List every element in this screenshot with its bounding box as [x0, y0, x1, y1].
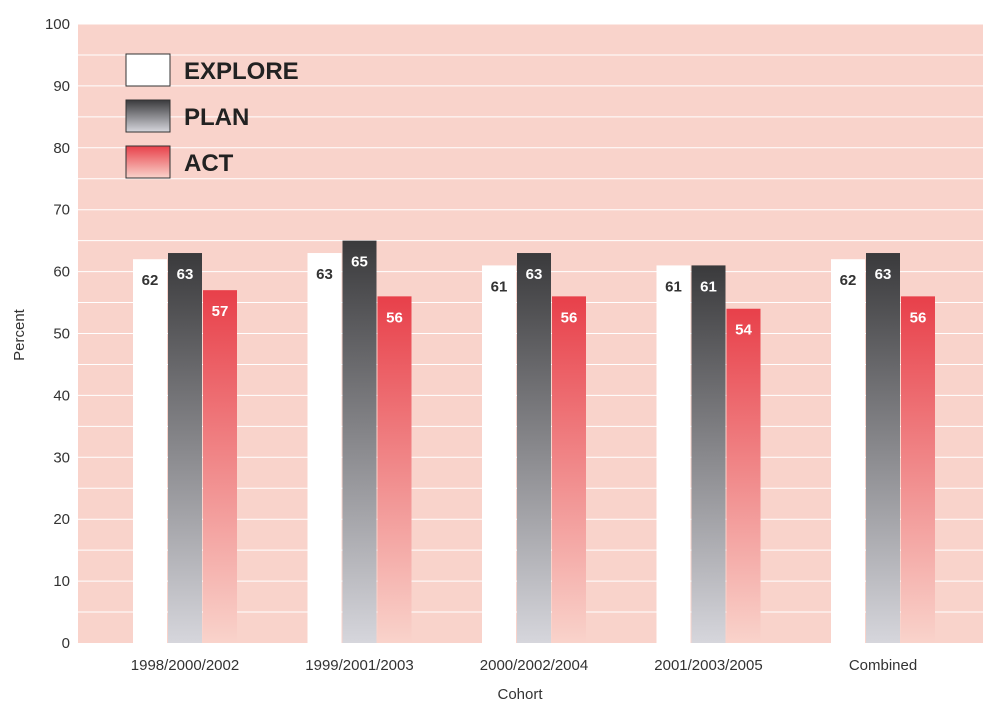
legend-label-plan: PLAN — [184, 104, 249, 131]
data-label-explore: 61 — [665, 278, 682, 295]
y-tick-label: 100 — [45, 16, 70, 33]
data-label-plan: 63 — [526, 266, 543, 283]
y-tick-label: 80 — [53, 140, 70, 157]
x-tick-label: 1999/2001/2003 — [305, 657, 413, 674]
bar-explore — [307, 253, 342, 643]
legend-label-explore: EXPLORE — [184, 58, 299, 85]
data-label-act: 56 — [561, 309, 578, 326]
y-tick-label: 50 — [53, 326, 70, 343]
y-tick-label: 0 — [62, 635, 70, 652]
bar-act — [726, 308, 761, 643]
y-tick-label: 10 — [53, 573, 70, 590]
bar-act — [552, 296, 586, 643]
y-tick-label: 20 — [53, 511, 70, 528]
data-label-explore: 62 — [142, 272, 159, 289]
y-axis-ticks: 0 10 20 30 40 50 60 70 80 90 100 — [45, 16, 70, 652]
y-axis-title: Percent — [11, 308, 28, 361]
bar-plan — [517, 253, 551, 643]
legend-swatch-plan — [125, 99, 171, 133]
data-label-act: 57 — [212, 303, 229, 320]
bar-explore — [133, 259, 167, 643]
x-tick-label: 2001/2003/2005 — [654, 657, 762, 674]
data-label-explore: 62 — [840, 272, 857, 289]
x-tick-label: Combined — [849, 657, 917, 674]
x-axis-title: Cohort — [497, 686, 543, 703]
data-label-act: 56 — [910, 309, 927, 326]
x-tick-label: 2000/2002/2004 — [480, 657, 588, 674]
bar-plan — [691, 265, 726, 643]
bar-plan — [342, 240, 377, 643]
legend-label-act: ACT — [184, 150, 234, 177]
data-label-plan: 63 — [177, 266, 194, 283]
y-tick-label: 70 — [53, 202, 70, 219]
y-tick-label: 90 — [53, 78, 70, 95]
data-label-plan: 63 — [875, 266, 892, 283]
bar-explore — [482, 265, 516, 643]
data-label-act: 56 — [386, 309, 403, 326]
bar-plan — [866, 253, 900, 643]
bars — [133, 240, 935, 643]
data-label-act: 54 — [735, 322, 752, 339]
x-tick-label: 1998/2000/2002 — [131, 657, 239, 674]
data-label-explore: 63 — [316, 266, 333, 283]
bar-act — [377, 296, 412, 643]
y-tick-label: 30 — [53, 449, 70, 466]
data-label-plan: 65 — [351, 254, 368, 271]
x-axis-categories: 1998/2000/2002 1999/2001/2003 2000/2002/20… — [131, 657, 917, 674]
data-label-plan: 61 — [700, 278, 717, 295]
bar-labels: 62 63 57 63 65 56 61 63 56 61 61 54 62 63 56 — [142, 254, 927, 339]
bar-plan — [168, 253, 202, 643]
legend-swatch-explore — [125, 53, 171, 87]
bar-explore — [831, 259, 865, 643]
legend: EXPLORE PLAN ACT — [125, 53, 299, 179]
bar-act — [203, 290, 237, 643]
y-tick-label: 60 — [53, 264, 70, 281]
bar-act — [901, 296, 935, 643]
legend-swatch-act — [125, 145, 171, 179]
y-tick-label: 40 — [53, 387, 70, 404]
data-label-explore: 61 — [491, 278, 508, 295]
bar-explore — [656, 265, 691, 643]
